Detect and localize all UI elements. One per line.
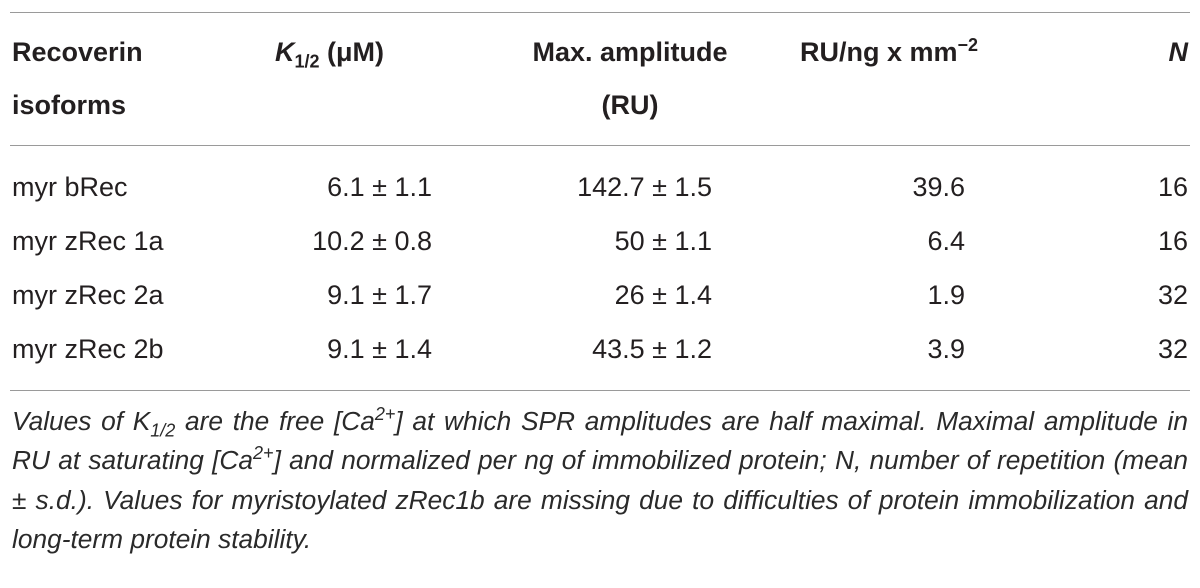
caption-text: Values of K (12, 406, 151, 436)
row-label: myr zRec 2a (12, 280, 164, 310)
table-cell: 1.9 (927, 280, 965, 310)
row-label: myr zRec 1a (12, 226, 164, 256)
header-cell: Recoverin isoforms (12, 26, 143, 132)
table-cell: 9.1 ± 1.4 (327, 334, 432, 364)
table-cell: 6.1 ± 1.1 (327, 172, 432, 202)
header-text: RU/ng x mm (800, 37, 958, 67)
row-label: myr bRec (12, 172, 128, 202)
caption-text: ] at which SPR amplitudes are half maxim… (12, 406, 1188, 476)
table-cell: 26 ± 1.4 (614, 280, 712, 310)
header-superscript: −2 (957, 35, 979, 55)
header-cell: Max. amplitude (RU) (510, 26, 750, 132)
table-cell: 10.2 ± 0.8 (312, 226, 432, 256)
caption-subscript: 1/2 (150, 420, 176, 441)
caption-text: ] and normalized per ng of immobilized p… (12, 445, 1188, 554)
table-cell: 43.5 ± 1.2 (592, 334, 712, 364)
table-cell: 3.9 (927, 334, 965, 364)
header-text: (RU) (601, 90, 659, 120)
table-cell: 16 (1157, 172, 1188, 202)
table-cell: 50 ± 1.1 (614, 226, 712, 256)
bottom-rule (10, 390, 1190, 391)
table-cell: 6.4 (927, 226, 965, 256)
caption-text: are the free [Ca (175, 406, 375, 436)
header-cell: RU/ng x mm−2 (800, 26, 978, 79)
top-rule (10, 12, 1190, 13)
header-subscript: 1/2 (294, 51, 320, 72)
caption-superscript: 2+ (374, 404, 396, 425)
header-cell: K1/2 (μM) (275, 26, 384, 79)
header-text: Max. amplitude (532, 37, 728, 67)
header-symbol: K (275, 37, 295, 67)
row-label: myr zRec 2b (12, 334, 164, 364)
header-text: Recoverin (12, 37, 143, 67)
header-text: isoforms (12, 90, 127, 120)
table-cell: 9.1 ± 1.7 (327, 280, 432, 310)
table-cell: 32 (1157, 280, 1188, 310)
header-text: (μM) (319, 37, 385, 67)
caption: Values of K1/2 are the free [Ca2+] at wh… (12, 402, 1188, 559)
table-cell: 32 (1157, 334, 1188, 364)
header-cell: N (1169, 26, 1189, 79)
header-text: N (1168, 37, 1189, 67)
header-rule (10, 145, 1190, 146)
table-cell: 16 (1157, 226, 1188, 256)
caption-superscript: 2+ (253, 443, 274, 464)
table-cell: 142.7 ± 1.5 (577, 172, 712, 202)
table-cell: 39.6 (912, 172, 965, 202)
